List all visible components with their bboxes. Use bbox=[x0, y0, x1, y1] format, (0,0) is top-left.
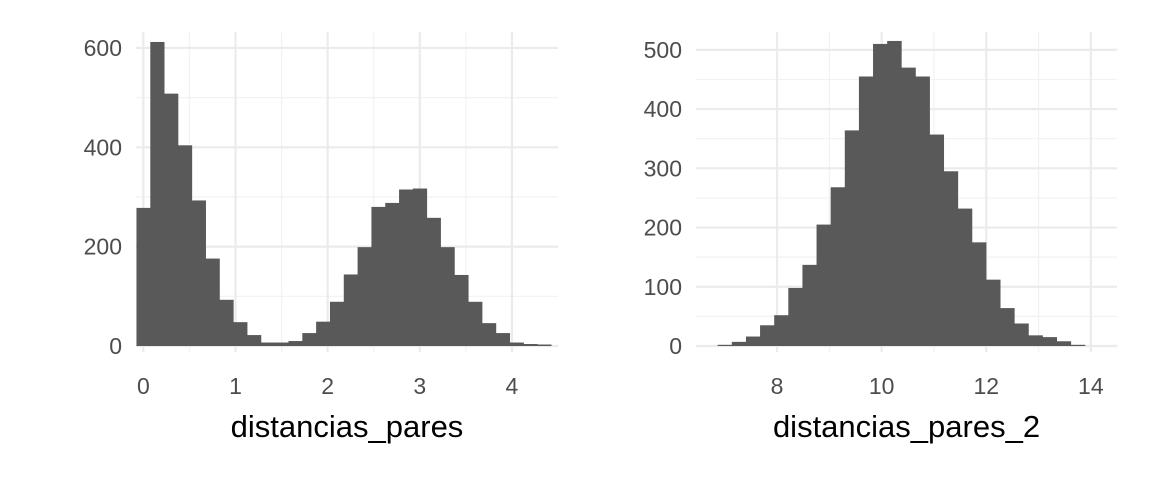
x-tick-labels: 8 10 12 14 bbox=[771, 373, 1104, 399]
histogram-bar bbox=[1042, 337, 1057, 346]
x-tick-label: 2 bbox=[321, 373, 334, 399]
histogram-bar bbox=[957, 208, 973, 346]
y-tick-labels: 0 200 400 600 bbox=[84, 35, 122, 359]
histogram-bar bbox=[316, 321, 331, 346]
histogram-chart-left: 0 200 400 600 0 1 2 3 4 distancias_pares bbox=[84, 32, 558, 444]
y-tick-label: 0 bbox=[109, 333, 122, 359]
histogram-bar bbox=[929, 134, 945, 346]
histogram-bar bbox=[260, 342, 276, 346]
histogram-bar bbox=[495, 333, 511, 346]
x-tick-label: 4 bbox=[506, 373, 519, 399]
y-tick-labels: 0 100 200 300 400 500 bbox=[644, 37, 682, 359]
histogram-bar bbox=[274, 342, 289, 346]
histogram-bar bbox=[371, 206, 386, 346]
histogram-bar bbox=[1028, 335, 1043, 346]
histogram-bar bbox=[343, 274, 358, 346]
histogram-bar bbox=[985, 279, 1001, 346]
x-tick-label: 10 bbox=[869, 373, 895, 399]
histogram-bar bbox=[1056, 341, 1072, 346]
histogram-bar bbox=[288, 341, 303, 346]
y-tick-label: 600 bbox=[84, 35, 122, 61]
histogram-bar bbox=[205, 258, 220, 346]
histogram-bar bbox=[745, 336, 761, 346]
histogram-bar bbox=[760, 325, 775, 346]
histogram-bar bbox=[412, 188, 428, 346]
histogram-bar bbox=[971, 242, 987, 346]
histogram-bar bbox=[233, 322, 248, 346]
x-axis-title: distancias_pares_2 bbox=[773, 409, 1040, 444]
y-tick-label: 200 bbox=[84, 234, 122, 260]
histogram-bar bbox=[830, 187, 846, 346]
x-tick-label: 12 bbox=[973, 373, 999, 399]
histogram-bar bbox=[426, 217, 441, 346]
histogram-bar bbox=[357, 247, 372, 346]
histogram-bars bbox=[136, 41, 552, 347]
x-axis-title: distancias_pares bbox=[231, 409, 464, 444]
histogram-bar bbox=[887, 40, 902, 346]
x-tick-label: 0 bbox=[137, 373, 150, 399]
y-tick-label: 300 bbox=[644, 155, 682, 181]
histogram-panel-right: 0 100 200 300 400 500 8 10 12 14 distancias_pares_… bbox=[576, 0, 1152, 480]
histogram-bar bbox=[219, 299, 234, 346]
histogram-bar bbox=[873, 43, 888, 347]
x-tick-label: 3 bbox=[413, 373, 426, 399]
y-tick-label: 0 bbox=[669, 333, 682, 359]
histogram-bar bbox=[1000, 308, 1015, 346]
histogram-bar bbox=[247, 335, 262, 346]
y-tick-label: 400 bbox=[84, 134, 122, 160]
histogram-bar bbox=[468, 301, 483, 346]
histogram-bar bbox=[523, 344, 538, 346]
histogram-chart-right: 0 100 200 300 400 500 8 10 12 14 distancias_pares_… bbox=[644, 32, 1117, 444]
histogram-bar bbox=[191, 200, 206, 346]
x-tick-label: 14 bbox=[1078, 373, 1104, 399]
histogram-bar bbox=[816, 224, 832, 346]
histogram-bar bbox=[537, 344, 552, 346]
histogram-bar bbox=[943, 171, 959, 346]
histogram-panel-left: 0 200 400 600 0 1 2 3 4 distancias_pares bbox=[0, 0, 576, 480]
histogram-bar bbox=[440, 247, 455, 346]
histogram-bar bbox=[1014, 323, 1029, 346]
y-tick-label: 200 bbox=[644, 215, 682, 241]
histogram-bar bbox=[509, 342, 524, 346]
histogram-bar bbox=[164, 93, 179, 347]
histogram-bar bbox=[1070, 344, 1086, 346]
histogram-bar bbox=[454, 274, 469, 346]
histogram-bar bbox=[774, 315, 789, 346]
histogram-bar bbox=[385, 202, 400, 346]
histogram-bar bbox=[302, 333, 317, 346]
y-tick-label: 500 bbox=[644, 37, 682, 63]
histogram-bar bbox=[901, 67, 916, 346]
x-tick-labels: 0 1 2 3 4 bbox=[137, 373, 519, 399]
histogram-bar bbox=[844, 130, 860, 346]
histogram-bar bbox=[731, 341, 747, 346]
histogram-bar bbox=[150, 41, 165, 347]
histogram-bar bbox=[481, 323, 497, 346]
y-tick-label: 100 bbox=[644, 274, 682, 300]
x-tick-label: 1 bbox=[229, 373, 242, 399]
x-tick-label: 8 bbox=[771, 373, 784, 399]
histogram-bar bbox=[788, 287, 803, 346]
histogram-bar bbox=[915, 76, 930, 346]
histogram-bar bbox=[399, 189, 414, 346]
histogram-bar bbox=[858, 76, 874, 346]
histogram-bar bbox=[136, 207, 151, 346]
histogram-bar bbox=[177, 145, 193, 346]
y-tick-label: 400 bbox=[644, 96, 682, 122]
histogram-bar bbox=[717, 344, 733, 346]
histogram-bar bbox=[802, 264, 817, 346]
histogram-bars bbox=[717, 40, 1086, 347]
histogram-bar bbox=[329, 301, 345, 346]
